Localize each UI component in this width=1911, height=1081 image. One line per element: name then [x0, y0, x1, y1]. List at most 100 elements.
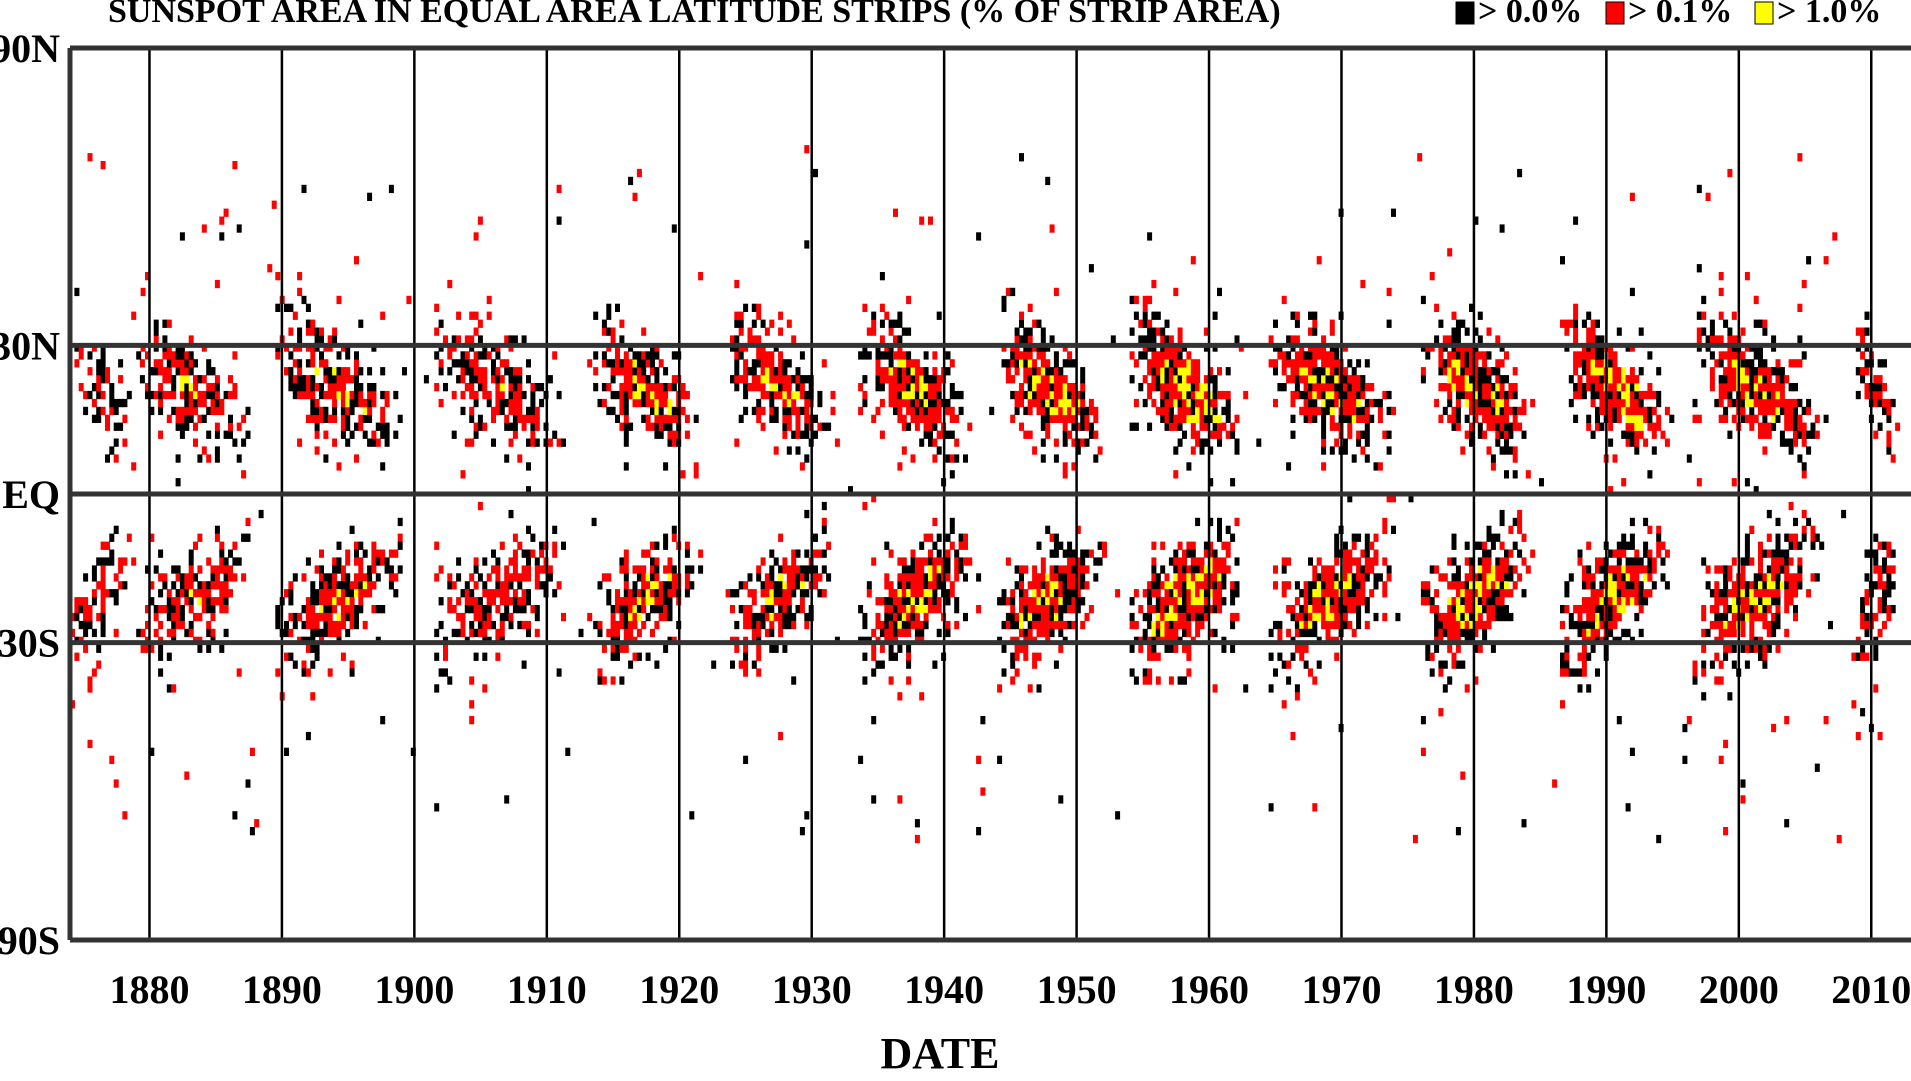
- heatmap-cell: [949, 517, 955, 527]
- heatmap-cell: [1053, 375, 1059, 384]
- heatmap-cell: [1477, 565, 1483, 574]
- heatmap-cell: [214, 430, 220, 439]
- heatmap-cell: [914, 605, 920, 614]
- heatmap-cell: [1186, 398, 1192, 408]
- heatmap-cell: [1088, 605, 1094, 614]
- heatmap-cell: [1225, 541, 1231, 550]
- heatmap-cell: [1499, 430, 1505, 439]
- heatmap-cell: [1775, 573, 1781, 582]
- heatmap-cell: [1464, 367, 1470, 376]
- heatmap-cell: [1058, 375, 1064, 384]
- heatmap-cell: [96, 406, 102, 416]
- heatmap-cell: [1616, 565, 1622, 574]
- heatmap-cell: [1316, 589, 1322, 598]
- heatmap-cell: [862, 501, 868, 511]
- heatmap-cell: [1190, 406, 1196, 416]
- heatmap-cell: [1762, 327, 1768, 336]
- heatmap-cell: [976, 755, 982, 764]
- heatmap-cell: [888, 327, 894, 336]
- heatmap-cell: [628, 359, 634, 368]
- heatmap-cell: [1634, 565, 1640, 574]
- heatmap-cell: [1499, 375, 1505, 384]
- heatmap-cell: [804, 454, 810, 463]
- heatmap-cell: [1321, 390, 1327, 400]
- heatmap-cell: [967, 422, 973, 431]
- heatmap-cell: [171, 597, 177, 606]
- heatmap-cell: [153, 367, 159, 376]
- heatmap-cell: [1473, 406, 1479, 416]
- heatmap-cell: [1071, 414, 1077, 423]
- heatmap-cell: [495, 398, 501, 408]
- heatmap-cell: [769, 589, 775, 598]
- heatmap-cell: [1377, 414, 1383, 423]
- heatmap-cell: [1762, 359, 1768, 368]
- heatmap-cell: [778, 565, 784, 574]
- heatmap-cell: [552, 525, 558, 534]
- heatmap-cell: [1036, 581, 1042, 590]
- heatmap-cell: [1425, 652, 1431, 661]
- heatmap-cell: [1062, 398, 1068, 408]
- heatmap-cell: [826, 541, 832, 550]
- heatmap-cell: [1775, 414, 1781, 423]
- heatmap-cell: [1766, 398, 1772, 408]
- heatmap-cell: [482, 351, 488, 360]
- heatmap-cell: [301, 295, 307, 305]
- heatmap-cell: [464, 351, 470, 360]
- heatmap-cell: [1386, 573, 1392, 582]
- heatmap-cell: [1793, 422, 1798, 431]
- heatmap-cell: [175, 565, 181, 574]
- heatmap-cell: [936, 390, 942, 400]
- heatmap-cell: [184, 597, 190, 606]
- heatmap-cell: [1860, 351, 1866, 360]
- heatmap-cell: [949, 414, 955, 423]
- heatmap-cell: [1469, 351, 1474, 360]
- heatmap-cell: [936, 573, 942, 582]
- heatmap-cell: [782, 367, 788, 376]
- heatmap-cell: [1701, 628, 1707, 638]
- heatmap-cell: [1775, 398, 1781, 408]
- heatmap-cell: [756, 303, 762, 312]
- heatmap-cell: [1568, 375, 1574, 384]
- heatmap-cell: [473, 351, 479, 360]
- heatmap-cell: [1775, 383, 1781, 392]
- heatmap-cell: [760, 359, 766, 368]
- heatmap-cell: [1753, 398, 1759, 408]
- heatmap-cell: [388, 549, 394, 558]
- heatmap-cell: [1608, 390, 1614, 400]
- heatmap-cell: [358, 390, 364, 400]
- heatmap-cell: [447, 605, 453, 614]
- heatmap-cell: [1504, 581, 1509, 590]
- heatmap-cell: [610, 676, 616, 685]
- heatmap-cell: [105, 557, 110, 566]
- heatmap-cell: [1608, 383, 1614, 392]
- heatmap-cell: [197, 597, 203, 606]
- heatmap-cell: [1217, 367, 1222, 376]
- heatmap-cell: [512, 549, 518, 558]
- heatmap-cell: [1749, 581, 1755, 590]
- heatmap-cell: [301, 668, 307, 677]
- heatmap-cell: [1723, 628, 1729, 638]
- heatmap-cell: [145, 605, 150, 614]
- heatmap-cell: [201, 390, 207, 400]
- heatmap-cell: [619, 597, 625, 606]
- heatmap-cell: [778, 581, 784, 590]
- heatmap-cell: [1664, 438, 1670, 447]
- heatmap-cell: [667, 438, 673, 447]
- heatmap-cell: [1709, 351, 1715, 360]
- heatmap-cell: [314, 327, 320, 336]
- heatmap-cell: [1779, 390, 1785, 400]
- heatmap-cell: [1560, 652, 1565, 661]
- heatmap-cell: [175, 573, 181, 582]
- heatmap-cell: [1460, 319, 1466, 328]
- heatmap-cell: [1775, 557, 1781, 566]
- heatmap-cell: [1758, 612, 1763, 622]
- heatmap-cell: [1464, 327, 1470, 336]
- heatmap-cell: [1784, 398, 1790, 408]
- heatmap-cell: [773, 390, 779, 400]
- heatmap-cell: [552, 541, 558, 550]
- heatmap-cell: [760, 319, 766, 328]
- heatmap-cell: [689, 565, 695, 574]
- heatmap-cell: [214, 454, 220, 463]
- heatmap-cell: [1329, 573, 1335, 582]
- heatmap-cell: [1643, 438, 1649, 447]
